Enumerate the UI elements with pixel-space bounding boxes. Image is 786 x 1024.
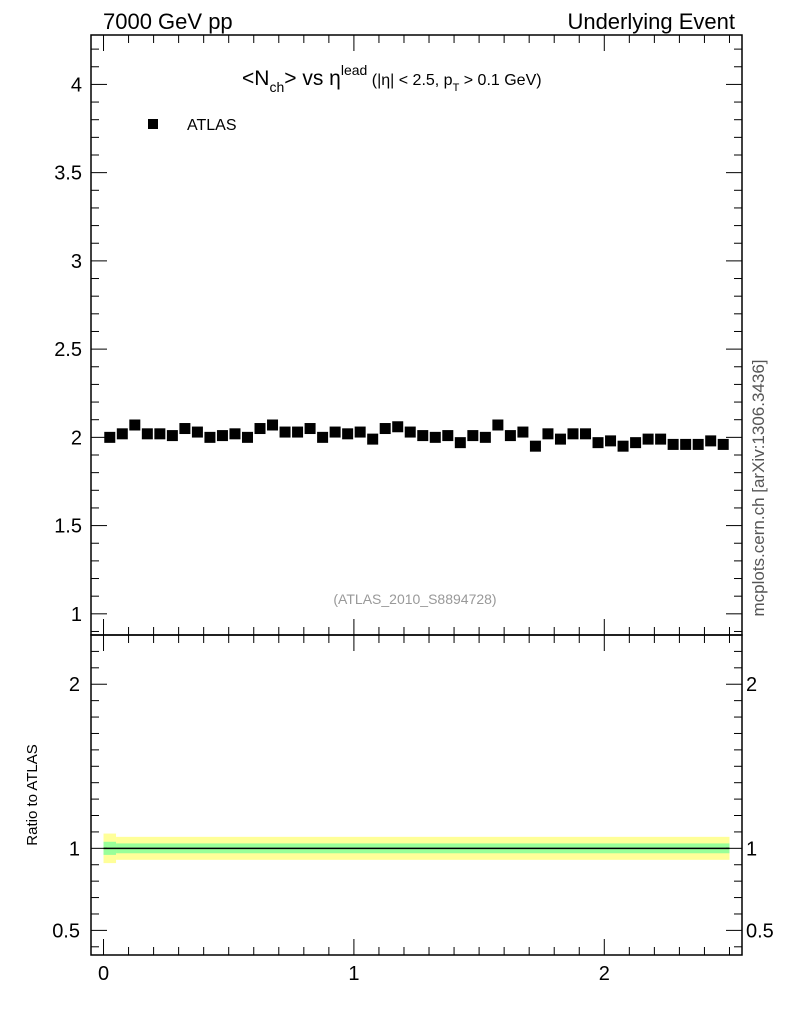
data-point xyxy=(417,430,429,442)
data-point xyxy=(129,419,141,431)
source-side-label: mcplots.cern.ch [arXiv:1306.3436] xyxy=(749,359,768,616)
data-point xyxy=(404,426,416,438)
data-point xyxy=(642,433,654,445)
ratio-panel: 0.5 1 2 0.5 1 2 0 1 2 Ratio to ATLAS xyxy=(24,634,774,985)
data-point xyxy=(705,435,717,447)
data-point xyxy=(216,430,228,442)
data-point xyxy=(517,426,529,438)
data-point xyxy=(354,426,366,438)
data-point xyxy=(630,437,642,449)
ratio-y-tick-label: 1 xyxy=(69,838,80,860)
analysis-watermark: (ATLAS_2010_S8894728) xyxy=(333,591,496,607)
data-point xyxy=(592,437,604,449)
data-point xyxy=(567,428,579,440)
legend-marker xyxy=(148,119,158,129)
main-axis-ticks xyxy=(91,35,742,635)
data-point xyxy=(617,440,629,452)
main-y-tick-label: 1 xyxy=(71,604,82,626)
ratio-y-tick-label: 2 xyxy=(69,674,80,696)
x-tick-labels: 0 1 2 xyxy=(98,963,610,985)
data-point xyxy=(504,430,516,442)
data-point xyxy=(667,438,679,450)
main-y-tick-labels: 1 1.5 2 2.5 3 3.5 4 xyxy=(54,74,82,625)
data-point xyxy=(479,431,491,443)
data-point xyxy=(554,433,566,445)
ratio-axis-ticks xyxy=(91,635,742,955)
main-y-tick-label: 4 xyxy=(71,74,82,96)
x-tick-label: 0 xyxy=(98,963,109,985)
ratio-y-tick-labels-right: 0.5 1 2 xyxy=(746,674,774,942)
ratio-y-tick-label: 0.5 xyxy=(52,920,80,942)
data-point xyxy=(379,423,391,435)
ratio-y-tick-labels: 0.5 1 2 xyxy=(52,674,80,942)
chart-title: <Nch> vs ηlead (|η| < 2.5, pT > 0.1 GeV) xyxy=(242,62,542,95)
data-point xyxy=(717,438,729,450)
data-point xyxy=(267,419,279,431)
ratio-panel-frame xyxy=(90,634,743,956)
data-point xyxy=(254,423,266,435)
data-point xyxy=(154,428,166,440)
data-point xyxy=(141,428,153,440)
data-point xyxy=(692,438,704,450)
main-y-tick-label: 1.5 xyxy=(54,516,82,538)
ratio-y-tick-label-right: 2 xyxy=(746,674,757,696)
data-point xyxy=(467,430,479,442)
data-point xyxy=(191,426,203,438)
data-point xyxy=(605,435,617,447)
legend-label: ATLAS xyxy=(187,117,237,134)
ratio-y-tick-label-right: 0.5 xyxy=(746,920,774,942)
data-point xyxy=(680,438,692,450)
main-y-tick-label: 3 xyxy=(71,251,82,273)
data-point xyxy=(367,433,379,445)
data-point xyxy=(304,423,316,435)
data-point xyxy=(329,426,341,438)
header-right-text: Underlying Event xyxy=(567,9,735,34)
data-point xyxy=(292,426,304,438)
data-point xyxy=(317,431,329,443)
data-point xyxy=(104,431,116,443)
data-point xyxy=(204,431,216,443)
data-point xyxy=(279,426,291,438)
data-point xyxy=(580,428,592,440)
header-left-text: 7000 GeV pp xyxy=(103,9,233,34)
data-point xyxy=(529,440,541,452)
ratio-y-tick-label-right: 1 xyxy=(746,838,757,860)
data-point xyxy=(342,428,354,440)
x-tick-label: 2 xyxy=(599,963,610,985)
data-point xyxy=(542,428,554,440)
data-point xyxy=(179,423,191,435)
data-point xyxy=(492,419,504,431)
main-y-tick-label: 3.5 xyxy=(54,163,82,185)
data-point xyxy=(454,437,466,449)
main-y-tick-label: 2 xyxy=(71,427,82,449)
data-points xyxy=(104,419,729,452)
x-tick-label: 1 xyxy=(348,963,359,985)
data-point xyxy=(166,430,178,442)
data-point xyxy=(655,433,667,445)
main-y-tick-label: 2.5 xyxy=(54,339,82,361)
ratio-y-axis-label: Ratio to ATLAS xyxy=(24,744,41,845)
data-point xyxy=(229,428,241,440)
data-point xyxy=(392,421,404,433)
data-point xyxy=(241,431,253,443)
data-point xyxy=(429,431,441,443)
main-panel: 1 1.5 2 2.5 3 3.5 4 <Nch> vs ηlead (|η| < 2.5,… xyxy=(54,34,743,636)
data-point xyxy=(442,430,454,442)
data-point xyxy=(116,428,128,440)
